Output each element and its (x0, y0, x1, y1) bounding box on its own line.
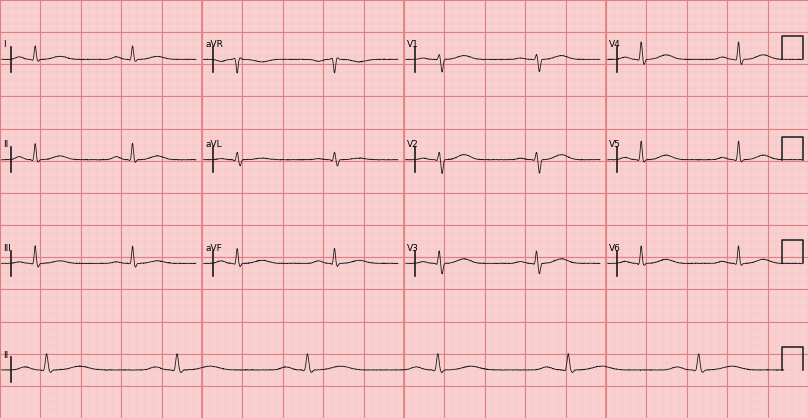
Text: V2: V2 (407, 140, 419, 150)
Text: V5: V5 (609, 140, 621, 150)
Text: aVF: aVF (205, 244, 222, 253)
Text: V4: V4 (609, 40, 621, 49)
Text: III: III (3, 244, 11, 253)
Text: V3: V3 (407, 244, 419, 253)
Text: I: I (3, 40, 6, 49)
Text: II: II (3, 140, 8, 150)
Text: aVR: aVR (205, 40, 223, 49)
Text: V1: V1 (407, 40, 419, 49)
Text: V6: V6 (609, 244, 621, 253)
Text: aVL: aVL (205, 140, 222, 150)
Text: II: II (3, 351, 8, 360)
